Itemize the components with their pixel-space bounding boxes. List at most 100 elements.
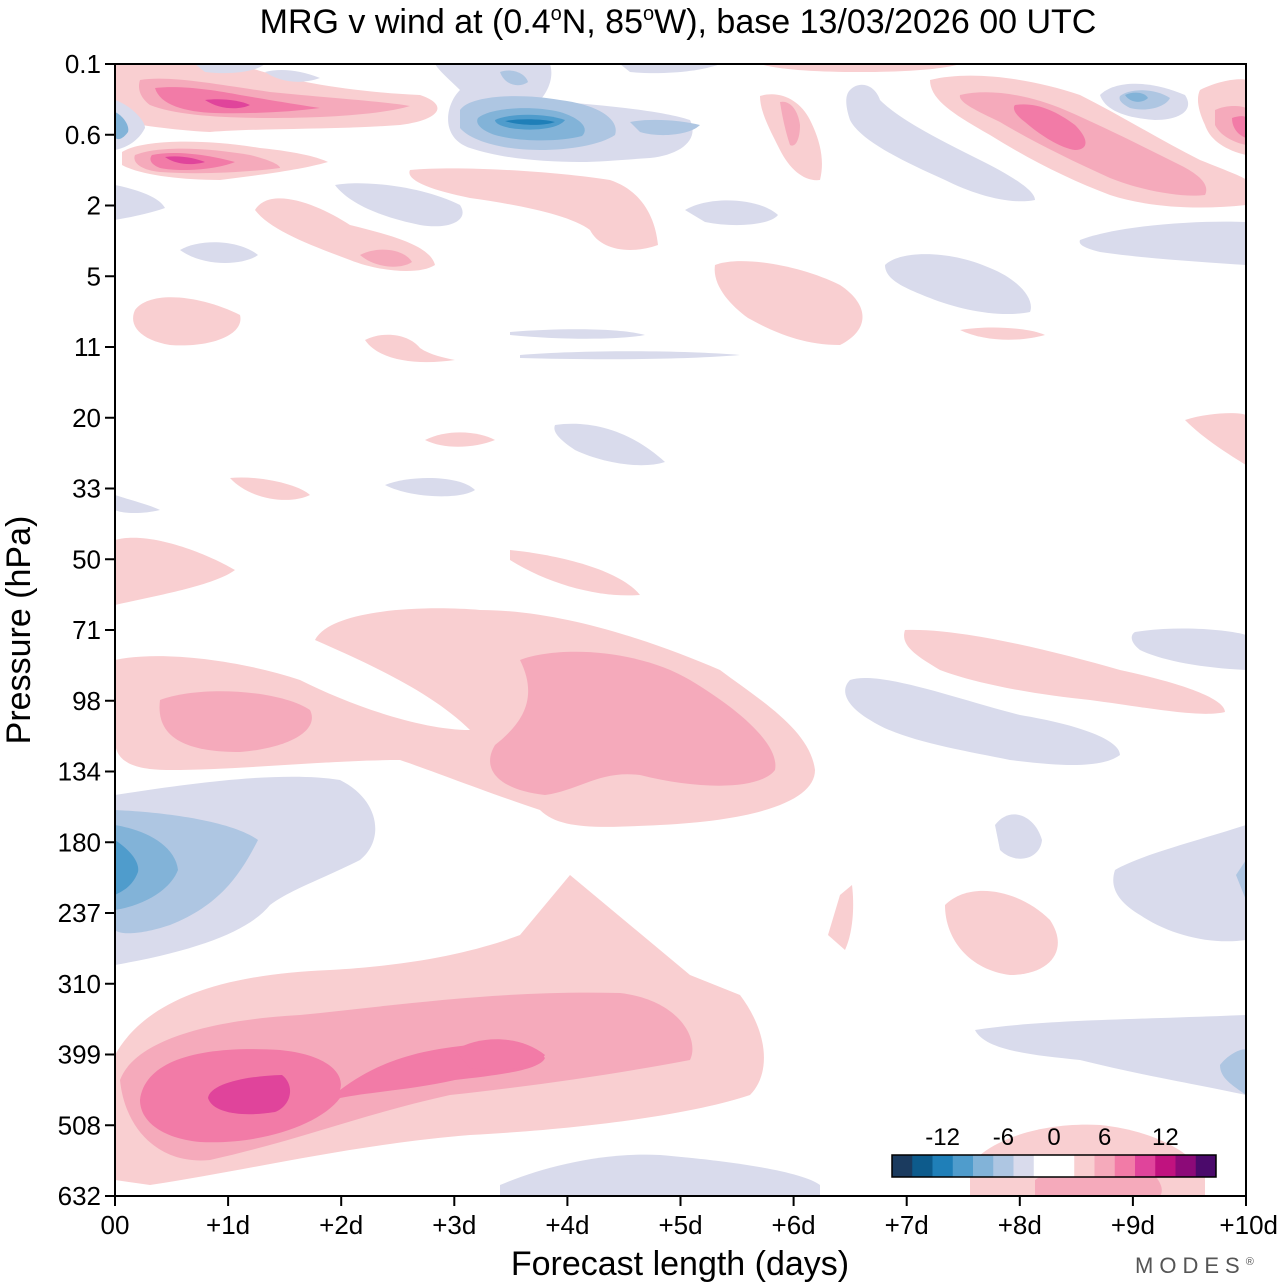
colorbar: -12 -6 0 6 12 bbox=[891, 1124, 1217, 1178]
contour-field bbox=[115, 64, 1246, 1196]
y-tick-label: 508 bbox=[58, 1110, 101, 1140]
contour-neg-6-0.3hPa-day9.3 bbox=[1125, 92, 1148, 102]
contour-neg-2-35hPa bbox=[385, 478, 475, 497]
y-tick-label: 0.6 bbox=[65, 120, 101, 150]
x-tick-label: +2d bbox=[319, 1210, 363, 1240]
contour-pos-4-1hPa-day6 bbox=[780, 101, 800, 146]
chart-title: MRG v wind at (0.4oN, 85oW), base 13/03/… bbox=[260, 3, 1097, 41]
contour-neg-2-0.2hPa bbox=[195, 64, 320, 82]
y-tick-label: 50 bbox=[72, 544, 101, 574]
contour-pos-4-upper-trop-b bbox=[490, 651, 776, 795]
colorbar-swatch bbox=[1114, 1155, 1136, 1177]
contour-pos-10-lower bbox=[208, 1075, 291, 1115]
contour-pos-2-11hPa bbox=[365, 334, 455, 363]
y-tick-label: 310 bbox=[58, 969, 101, 999]
contour-neg-2-day5.5-surface bbox=[500, 1154, 820, 1196]
colorbar-swatch bbox=[1155, 1155, 1176, 1177]
contour-neg-2-20hPa bbox=[554, 423, 665, 466]
contour-neg-8-tropopause bbox=[115, 825, 178, 910]
contour-pos-10-1hPa bbox=[165, 156, 205, 165]
contour-pos-2-20hPa-right bbox=[1185, 413, 1246, 465]
x-tick-label: +9d bbox=[1111, 1210, 1155, 1240]
colorbar-swatch bbox=[1054, 1155, 1075, 1177]
contour-pos-2-20hPa bbox=[425, 432, 495, 447]
contour-neg-2-4hPa-day9.5 bbox=[1079, 221, 1246, 265]
contour-pos-8-jet bbox=[455, 1039, 545, 1070]
contour-pos-4-3hPa bbox=[360, 249, 412, 267]
contour-pos-2-6hPa-day6 bbox=[714, 261, 863, 345]
y-tick-label: 71 bbox=[72, 615, 101, 645]
y-tick-label: 2 bbox=[87, 191, 101, 221]
colorbar-outline bbox=[891, 1154, 1217, 1178]
colorbar-swatch bbox=[1175, 1155, 1197, 1177]
x-tick-label: +3d bbox=[432, 1210, 476, 1240]
y-tick-label: 134 bbox=[58, 757, 101, 787]
contour-neg-10-tropopause bbox=[115, 840, 139, 895]
colorbar-tick-label: 0 bbox=[1047, 1124, 1060, 1151]
contour-neg-2-day7.5-upper bbox=[845, 678, 1120, 765]
y-tick-label: 20 bbox=[72, 403, 101, 433]
contour-pos-2-day8 bbox=[945, 890, 1058, 975]
colorbar-swatch bbox=[912, 1155, 933, 1177]
contour-pos-2-33hPa bbox=[230, 477, 310, 500]
y-tick-label: 98 bbox=[72, 686, 101, 716]
colorbar-swatch bbox=[973, 1155, 994, 1177]
colorbar-swatch bbox=[1033, 1155, 1055, 1177]
contour-neg-2-30hPa-left bbox=[115, 495, 160, 514]
colorbar-swatch bbox=[892, 1155, 913, 1177]
x-tick-label: 00 bbox=[101, 1210, 130, 1240]
contour-pos-6-lower bbox=[140, 1039, 545, 1143]
colorbar-tick-label: -6 bbox=[993, 1124, 1014, 1151]
contour-neg-2-13hPa-bands bbox=[520, 351, 740, 360]
contour-neg-2-11hPa-bands bbox=[510, 329, 645, 339]
y-tick-label: 5 bbox=[87, 261, 101, 291]
x-tick-label: +6d bbox=[772, 1210, 816, 1240]
contour-neg-2-0.1hPa-day5 bbox=[620, 64, 720, 74]
contour-pos-8-0.6hPa-day10 bbox=[1232, 116, 1246, 138]
contour-pos-2-50hPa bbox=[115, 537, 235, 605]
contour-neg-2-day8.5-lower bbox=[975, 1015, 1246, 1095]
contour-pos-8-0.4hPa bbox=[155, 87, 320, 114]
contour-neg-4-day10-lower bbox=[1220, 1049, 1246, 1095]
x-tick-label: +8d bbox=[998, 1210, 1042, 1240]
contour-pos-2-day8.5-upper bbox=[904, 629, 1225, 714]
y-axis: 0.1 0.6 2 5 11 20 33 50 71 98 134 180 237 310 399 508 63… bbox=[58, 49, 115, 1211]
contour-neg-6-0.6hPa-left bbox=[115, 112, 129, 140]
contour-pos-10-0.4hPa bbox=[205, 99, 250, 109]
modes-logo: MODES® bbox=[1135, 1253, 1260, 1278]
y-tick-label: 0.1 bbox=[65, 49, 101, 79]
y-tick-label: 632 bbox=[58, 1181, 101, 1211]
colorbar-swatch bbox=[932, 1155, 954, 1177]
contour-pos-8-0.4hPa-day8.5 bbox=[1013, 104, 1086, 150]
contour-pos-4-upper-trop bbox=[159, 691, 312, 752]
colorbar-swatch bbox=[1135, 1155, 1156, 1177]
y-tick-label: 11 bbox=[74, 332, 101, 362]
y-tick-label: 237 bbox=[58, 898, 101, 928]
contour-pos-4-0.6hPa-day10 bbox=[1215, 105, 1246, 145]
contour-neg-4-0.2hPa-day3.5 bbox=[500, 70, 528, 86]
colorbar-swatch bbox=[993, 1155, 1014, 1177]
y-tick-label: 180 bbox=[58, 827, 101, 857]
y-axis-label: Pressure (hPa) bbox=[0, 516, 38, 745]
x-tick-label: +5d bbox=[658, 1210, 702, 1240]
contour-neg-2-5hPa-day7.5 bbox=[885, 254, 1031, 315]
contour-pos-2-11hPa-day7.5 bbox=[960, 327, 1045, 340]
contour-neg-2-2hPa-day6 bbox=[685, 200, 778, 226]
contour-neg-2-3hPa bbox=[180, 242, 258, 264]
colorbar-swatch bbox=[1195, 1155, 1217, 1177]
contour-neg-2-day9.5 bbox=[1113, 825, 1246, 942]
colorbar-swatch bbox=[952, 1155, 974, 1177]
colorbar-tick-label: 6 bbox=[1098, 1124, 1111, 1151]
colorbar-swatch bbox=[1013, 1155, 1035, 1177]
y-tick-label: 33 bbox=[72, 474, 101, 504]
contour-pos-2-50hPa-b bbox=[510, 550, 640, 596]
contour-pos-2-0.1hPa-day6.5 bbox=[760, 64, 960, 72]
colorbar-tick-label: -12 bbox=[925, 1124, 960, 1151]
contour-neg-2-2hPa-left bbox=[115, 185, 165, 220]
y-tick-label: 399 bbox=[58, 1040, 101, 1070]
contour-pos-2-2hPa-c bbox=[409, 168, 658, 250]
x-tick-label: +10d bbox=[1219, 1210, 1278, 1240]
contour-neg-2-day9.5-upper bbox=[1131, 628, 1246, 670]
contour-neg-2-2hPa-b bbox=[335, 183, 463, 227]
